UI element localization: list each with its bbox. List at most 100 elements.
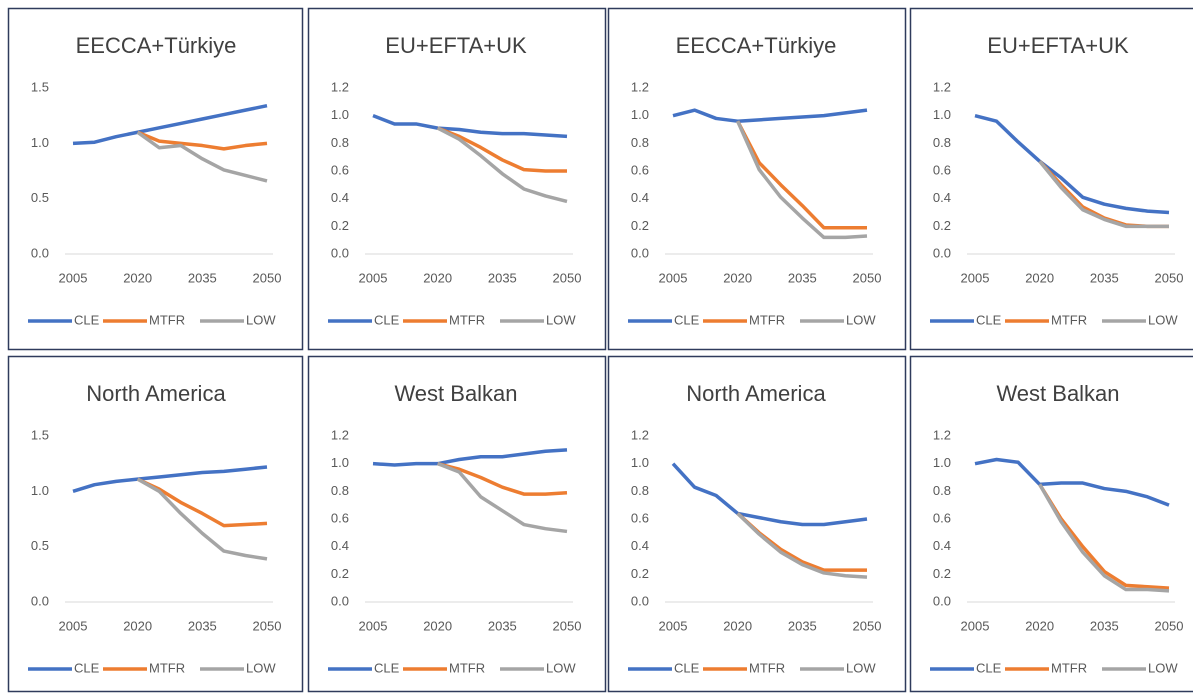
legend-label: MTFR [749, 312, 785, 327]
panel-border [607, 7, 907, 351]
y-tick-label: 1.0 [331, 455, 349, 470]
y-tick-label: 0.0 [31, 593, 49, 608]
series-line [974, 113, 1170, 215]
series-line [372, 114, 568, 139]
legend-label: MTFR [1051, 312, 1087, 327]
y-tick-label: 0.0 [331, 593, 349, 608]
series-line [136, 130, 268, 183]
x-tick-label: 2020 [723, 270, 752, 285]
legend-label: CLE [976, 660, 1002, 675]
y-tick-label: 1.2 [331, 427, 349, 442]
chart-title: West Balkan [394, 381, 517, 406]
x-tick-label: 2005 [59, 618, 88, 633]
legend-label: MTFR [149, 312, 185, 327]
legend-label: LOW [1148, 660, 1178, 675]
y-tick-label: 1.5 [31, 427, 49, 442]
y-tick-label: 1.2 [933, 79, 951, 94]
series-line [437, 461, 568, 496]
chart-panel: EECCA+Türkiye 0.0 0.5 1.0 1.5 2005 2020 2035 205… [7, 7, 304, 351]
x-tick-label: 2035 [1090, 618, 1119, 633]
x-tick-label: 2035 [488, 270, 517, 285]
legend-label: CLE [374, 660, 400, 675]
series-line [136, 477, 268, 561]
legend-label: LOW [246, 660, 276, 675]
chart-title: EECCA+Türkiye [676, 33, 837, 58]
x-tick-label: 2020 [123, 618, 152, 633]
y-tick-label: 0.6 [933, 510, 951, 525]
x-tick-label: 2035 [188, 618, 217, 633]
y-tick-label: 0.0 [31, 245, 49, 260]
y-tick-label: 1.0 [31, 483, 49, 498]
x-tick-label: 2020 [123, 270, 152, 285]
y-tick-label: 0.0 [631, 245, 649, 260]
x-tick-label: 2005 [659, 270, 688, 285]
chart-title: West Balkan [996, 381, 1119, 406]
y-tick-label: 0.0 [933, 593, 951, 608]
chart-panel: North America 0.0 0.2 0.4 0.6 0.8 1.0 1.2 2005 20… [607, 355, 907, 693]
y-tick-label: 1.2 [331, 79, 349, 94]
chart-panel: North America 0.0 0.5 1.0 1.5 2005 2020 2035 205… [7, 355, 304, 693]
y-tick-label: 0.6 [631, 510, 649, 525]
x-tick-label: 2020 [723, 618, 752, 633]
chart-title: EU+EFTA+UK [987, 33, 1129, 58]
y-tick-label: 0.6 [631, 162, 649, 177]
y-tick-label: 0.4 [331, 190, 349, 205]
legend-label: CLE [976, 312, 1002, 327]
y-tick-label: 0.4 [933, 190, 951, 205]
series-line [1038, 160, 1169, 229]
x-tick-label: 2050 [553, 618, 582, 633]
y-tick-label: 1.2 [631, 427, 649, 442]
y-tick-label: 1.0 [31, 135, 49, 150]
panel-border [307, 355, 607, 693]
y-tick-label: 1.2 [631, 79, 649, 94]
chart-panel: EU+EFTA+UK 0.0 0.2 0.4 0.6 0.8 1.0 1.2 2005 2020 2… [307, 7, 607, 351]
y-tick-label: 1.5 [31, 79, 49, 94]
x-tick-label: 2035 [488, 618, 517, 633]
legend-label: MTFR [449, 312, 485, 327]
panel-border [607, 355, 907, 693]
x-tick-label: 2020 [1025, 618, 1054, 633]
y-tick-label: 0.5 [31, 538, 49, 553]
series-line [436, 126, 568, 204]
y-tick-label: 1.0 [631, 107, 649, 122]
x-tick-label: 2050 [253, 270, 282, 285]
series-line [1038, 483, 1170, 593]
legend-label: MTFR [449, 660, 485, 675]
series-line [72, 103, 268, 146]
panel-border [307, 7, 607, 351]
series-line [437, 126, 567, 173]
y-tick-label: 0.0 [631, 593, 649, 608]
y-tick-label: 0.4 [631, 538, 649, 553]
y-tick-label: 0.2 [933, 218, 951, 233]
chart-title: EECCA+Türkiye [76, 33, 237, 58]
x-tick-label: 2005 [659, 618, 688, 633]
x-tick-label: 2020 [423, 270, 452, 285]
y-tick-label: 0.8 [631, 135, 649, 150]
series-line [974, 457, 1170, 507]
y-tick-label: 0.5 [31, 190, 49, 205]
series-line [672, 108, 868, 123]
chart-title: North America [86, 381, 226, 406]
panel-border [909, 355, 1193, 693]
y-tick-label: 0.6 [933, 162, 951, 177]
x-tick-label: 2035 [1090, 270, 1119, 285]
y-tick-label: 0.8 [933, 483, 951, 498]
y-tick-label: 0.2 [631, 566, 649, 581]
chart-panel: EU+EFTA+UK 0.0 0.2 0.4 0.6 0.8 1.0 1.2 2005 2020 2… [909, 7, 1193, 351]
series-line [437, 462, 568, 534]
legend-label: LOW [1148, 312, 1178, 327]
x-tick-label: 2050 [253, 618, 282, 633]
series-line [736, 120, 867, 230]
x-tick-label: 2005 [59, 270, 88, 285]
x-tick-label: 2050 [853, 618, 882, 633]
x-tick-label: 2050 [1155, 618, 1184, 633]
y-tick-label: 0.8 [331, 135, 349, 150]
x-tick-label: 2005 [359, 618, 388, 633]
legend-label: MTFR [1051, 660, 1087, 675]
chart-panel: West Balkan 0.0 0.2 0.4 0.6 0.8 1.0 1.2 2005 2020… [307, 355, 607, 693]
y-tick-label: 1.0 [933, 455, 951, 470]
legend-label: CLE [74, 312, 100, 327]
legend-label: CLE [674, 660, 700, 675]
y-tick-label: 0.0 [331, 245, 349, 260]
